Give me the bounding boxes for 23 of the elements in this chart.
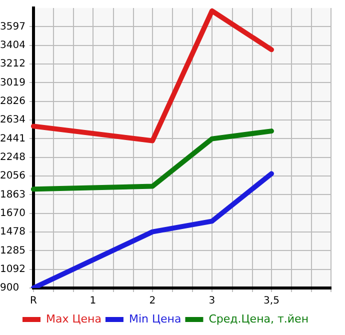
y-tick-label: 900 [0, 282, 20, 294]
y-tick-label: 1285 [0, 245, 26, 256]
legend-label: Max Цена [46, 312, 102, 326]
x-tick-label: R [30, 296, 37, 307]
x-tick-label: 2 [149, 296, 156, 307]
y-tick-label: 2056 [0, 170, 26, 182]
y-tick-label: 2248 [0, 152, 26, 163]
y-tick-label: 2826 [0, 96, 26, 107]
y-tick-label: 1670 [0, 208, 26, 219]
legend-label: Сред.Цена, т.йен [208, 312, 309, 326]
y-tick-label: 3597 [0, 21, 26, 32]
y-tick-label: 2441 [0, 133, 26, 144]
x-tick-label: 3,5 [264, 296, 280, 307]
legend-label: Min Цена [128, 312, 182, 326]
x-tick-label: 3 [208, 296, 216, 307]
y-tick-label: 3404 [0, 40, 26, 51]
y-tick-label: 1863 [0, 189, 26, 200]
y-tick-label: 3019 [0, 77, 26, 88]
y-tick-label: 2634 [0, 114, 26, 126]
y-tick-label: 3212 [0, 58, 26, 70]
y-tick-label: 1092 [0, 264, 26, 275]
y-tick-label: 1478 [0, 226, 26, 238]
x-tick-label: 1 [90, 296, 96, 307]
